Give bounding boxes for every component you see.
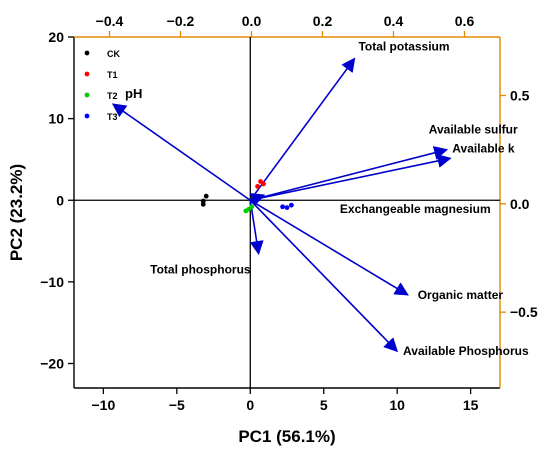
y-axis-title: PC2 (23.2%): [7, 164, 26, 261]
loading-label: pH: [125, 86, 142, 101]
legend-marker: [84, 50, 90, 56]
legend-marker: [84, 71, 90, 77]
loading-arrow: [249, 57, 356, 201]
x-tick-label: 0: [246, 397, 254, 413]
loading-label: Available sulfur: [429, 123, 518, 137]
data-point: [203, 193, 209, 199]
y-tick-label: −20: [40, 356, 64, 372]
loading-label: Exchangeable magnesium: [340, 202, 491, 216]
legend-marker: [84, 92, 90, 98]
top-tick-label: 0.6: [455, 13, 475, 29]
loading-arrow: [111, 103, 251, 201]
top-tick-label: 0.2: [313, 13, 333, 29]
legend-label: CK: [107, 49, 120, 59]
data-point: [261, 181, 266, 187]
loading-label: Organic matter: [418, 288, 504, 302]
x-tick-label: −10: [92, 397, 116, 413]
loading-arrow: [250, 154, 452, 202]
legend-marker: [84, 113, 90, 119]
right-tick-label: 0.5: [510, 88, 530, 104]
loading-label: Available Phosphorus: [403, 344, 529, 358]
data-point: [289, 202, 294, 208]
data-point: [284, 205, 290, 211]
x-axis-title: PC1 (56.1%): [238, 427, 335, 446]
y-tick-label: 20: [48, 29, 64, 45]
loading-arrow: [250, 146, 449, 202]
right-tick-label: −0.5: [510, 304, 538, 320]
data-point: [200, 198, 206, 204]
loading-arrow: [249, 199, 409, 296]
top-tick-label: 0.0: [242, 13, 262, 29]
right-tick-label: 0.0: [510, 196, 530, 212]
loading-label: Total potassium: [358, 40, 449, 54]
loading-arrow: [249, 193, 266, 207]
loading-label: Total phosphorus: [150, 263, 251, 277]
loading-label: Available k: [452, 141, 515, 155]
y-tick-label: −10: [40, 274, 64, 290]
legend-label: T1: [107, 70, 118, 80]
x-tick-label: −5: [169, 397, 185, 413]
data-point: [280, 204, 285, 210]
x-tick-label: 10: [389, 397, 405, 413]
top-tick-label: 0.4: [384, 13, 404, 29]
legend-label: T3: [107, 112, 118, 122]
top-tick-label: −0.2: [167, 13, 195, 29]
y-tick-label: 10: [48, 111, 64, 127]
loading-arrow: [249, 199, 399, 353]
x-tick-label: 15: [463, 397, 479, 413]
legend-label: T2: [107, 91, 118, 101]
y-tick-label: 0: [56, 192, 64, 208]
data-point: [255, 183, 261, 189]
x-tick-label: 5: [320, 397, 328, 413]
top-tick-label: −0.4: [96, 13, 124, 29]
data-point: [246, 206, 252, 212]
